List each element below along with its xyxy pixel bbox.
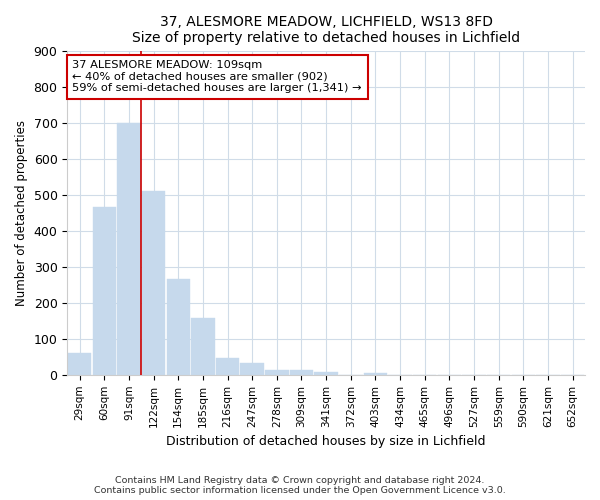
Bar xyxy=(364,373,387,375)
Text: 37 ALESMORE MEADOW: 109sqm
← 40% of detached houses are smaller (902)
59% of sem: 37 ALESMORE MEADOW: 109sqm ← 40% of deta… xyxy=(73,60,362,94)
Bar xyxy=(191,318,215,375)
Bar xyxy=(216,358,239,375)
Bar xyxy=(167,280,190,375)
Bar xyxy=(314,372,338,375)
Bar xyxy=(92,208,116,375)
Title: 37, ALESMORE MEADOW, LICHFIELD, WS13 8FD
Size of property relative to detached h: 37, ALESMORE MEADOW, LICHFIELD, WS13 8FD… xyxy=(132,15,520,45)
Y-axis label: Number of detached properties: Number of detached properties xyxy=(15,120,28,306)
Bar xyxy=(117,122,140,375)
Bar xyxy=(241,364,264,375)
Text: Contains HM Land Registry data © Crown copyright and database right 2024.
Contai: Contains HM Land Registry data © Crown c… xyxy=(94,476,506,495)
Bar xyxy=(68,352,91,375)
Bar xyxy=(290,370,313,375)
X-axis label: Distribution of detached houses by size in Lichfield: Distribution of detached houses by size … xyxy=(166,435,486,448)
Bar xyxy=(142,191,165,375)
Bar xyxy=(265,370,289,375)
